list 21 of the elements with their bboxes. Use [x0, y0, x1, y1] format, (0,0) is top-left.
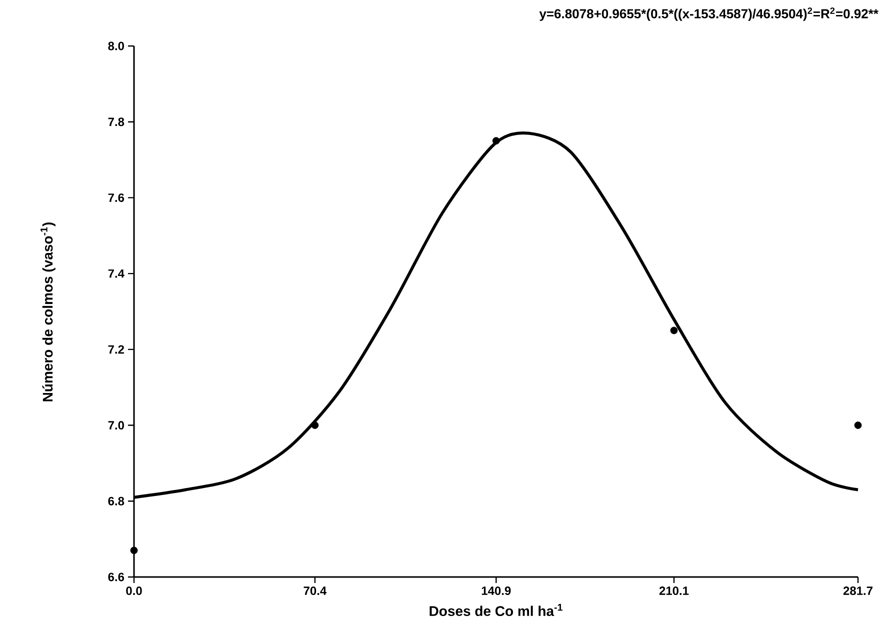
- y-tick-label: 6.8: [108, 496, 124, 506]
- point: [854, 422, 862, 429]
- point: [492, 137, 500, 145]
- x-tick-label: 70.4: [304, 586, 327, 596]
- x-tick-label: 281.7: [843, 586, 872, 596]
- y-tick-label: 7.6: [108, 193, 124, 202]
- x-tick-label: 140.9: [482, 586, 511, 596]
- chart-title: y=6.8078+0.9655*(0.5*((x-153.4587)/46.9504)$^{2}$=R$^{2}$=0.92**: [539, 8, 878, 21]
- point: [670, 326, 678, 334]
- y-tick-label: 7.4: [108, 269, 124, 278]
- y-tick-label: 6.6: [108, 572, 124, 582]
- x-axis-title: Doses de Co ml ha$^{-1}$: [430, 604, 562, 616]
- x-tick-label: 0.0: [126, 586, 142, 596]
- y-axis-title: Número de colmos (vaso$^{-1}$): [40, 222, 56, 402]
- y-tick-label: 7.8: [108, 118, 124, 126]
- point: [311, 422, 319, 429]
- y-tick-label: 8.0: [108, 42, 124, 50]
- y-tick-label: 7.2: [108, 345, 124, 354]
- x-tick-label: 210.1: [659, 586, 689, 596]
- point: [130, 546, 138, 554]
- y-tick-label: 7.0: [108, 421, 124, 430]
